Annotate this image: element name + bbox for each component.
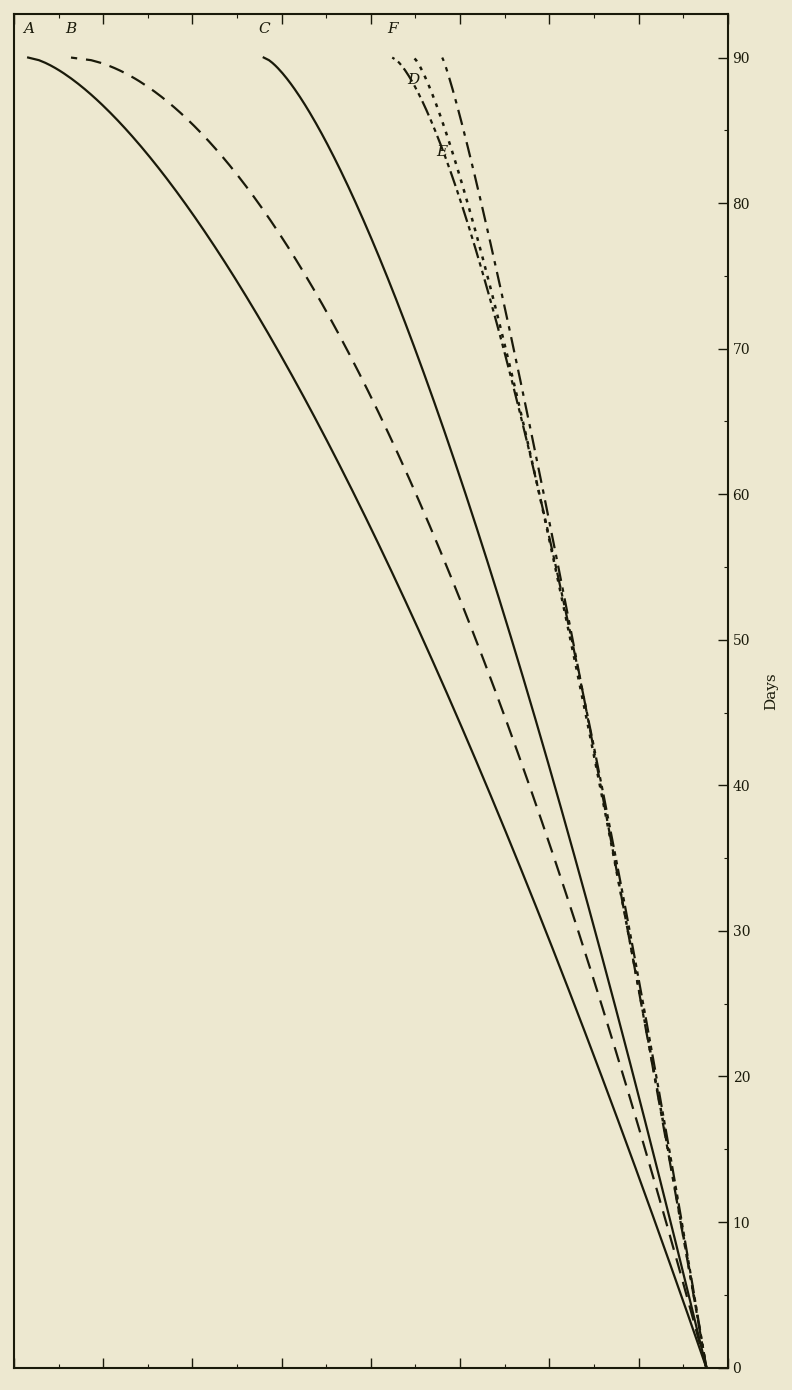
Text: A: A (23, 22, 34, 36)
Text: E: E (436, 146, 447, 160)
Text: D: D (408, 72, 420, 86)
Y-axis label: Days: Days (764, 671, 778, 709)
Text: F: F (387, 22, 398, 36)
Text: C: C (258, 22, 269, 36)
Text: B: B (66, 22, 77, 36)
